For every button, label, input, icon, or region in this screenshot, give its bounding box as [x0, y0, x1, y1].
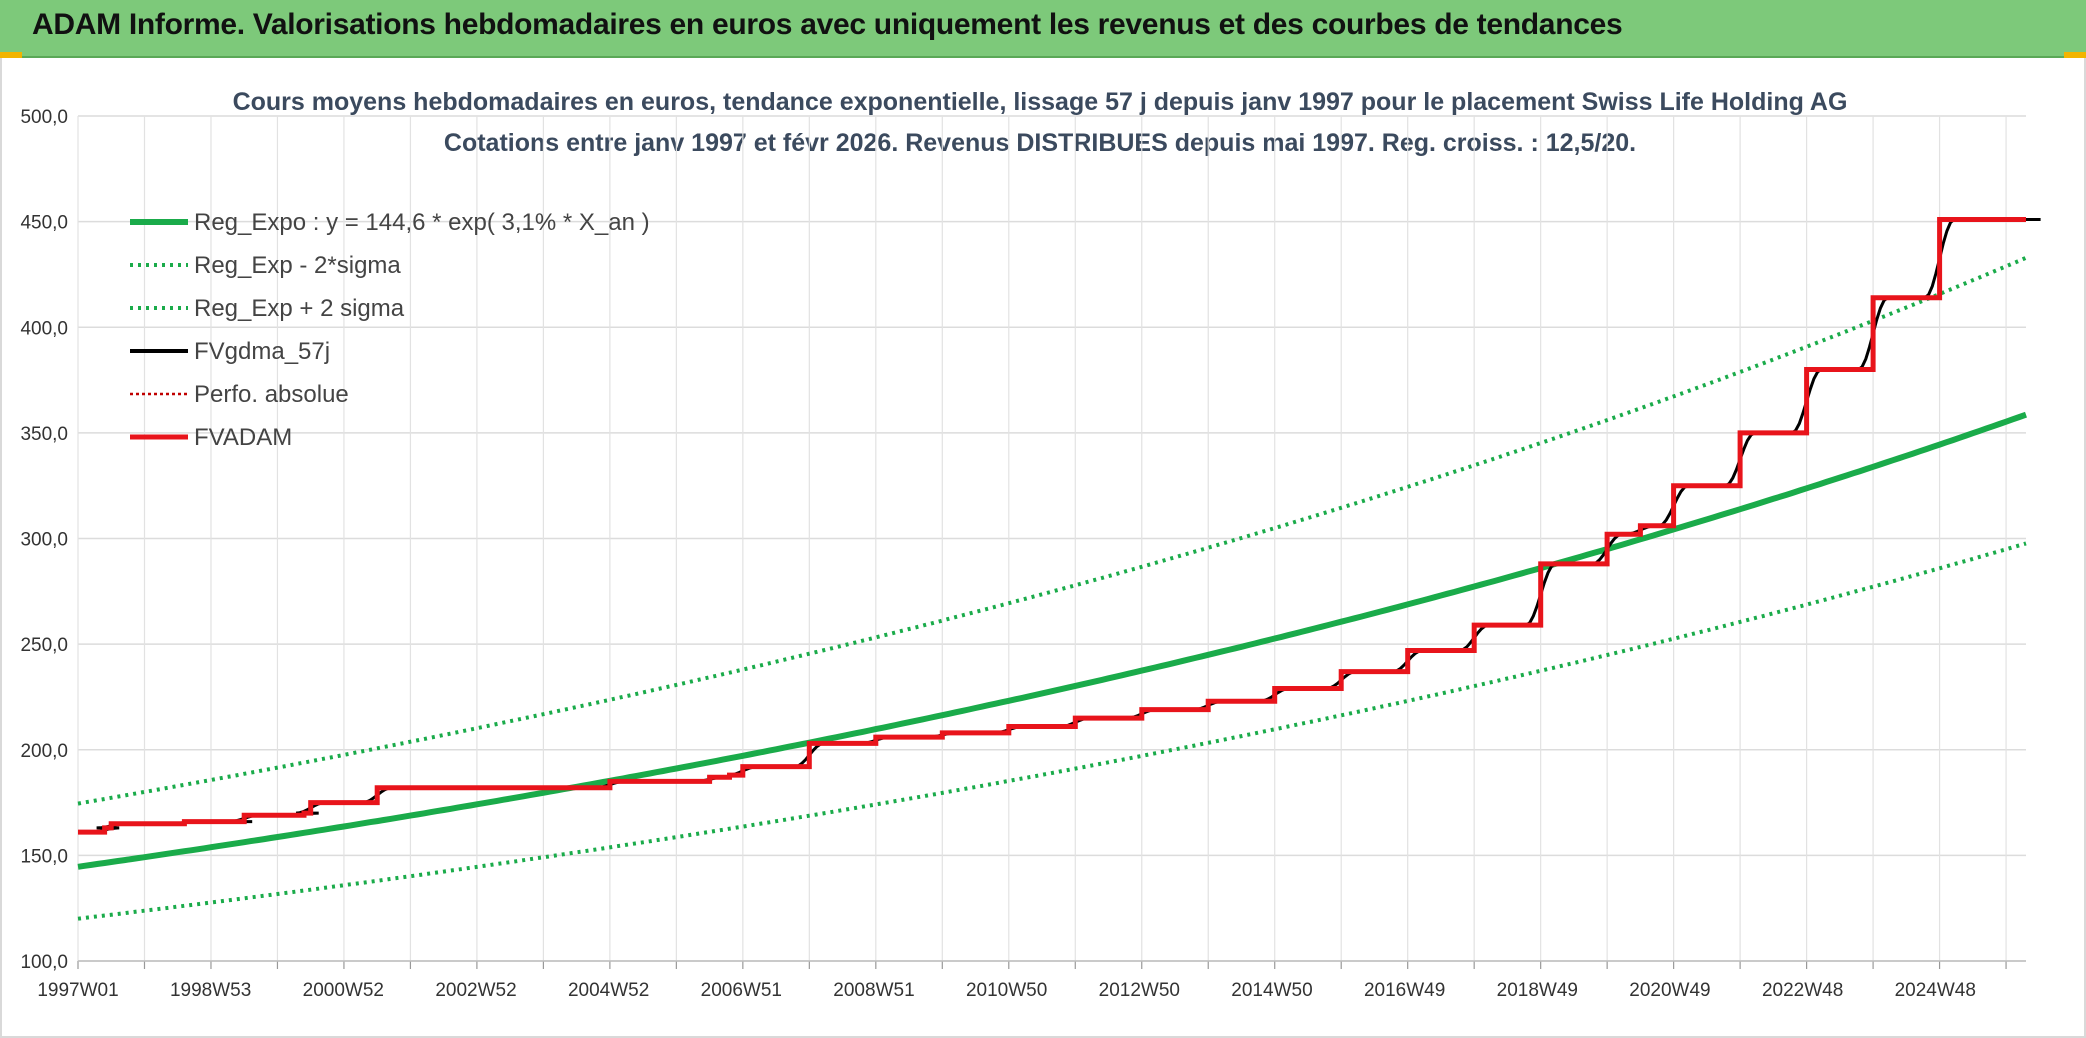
y-tick-label: 100,0 — [20, 952, 68, 973]
legend-entry-label: FVgdma_57j — [194, 338, 330, 365]
legend-entry-label: Reg_Exp - 2*sigma — [194, 252, 401, 279]
y-tick-label: 300,0 — [20, 530, 68, 551]
x-tick-label: 1998W53 — [170, 980, 251, 1001]
chart-title: Cours moyens hebdomadaires en euros, ten… — [233, 88, 1848, 116]
y-tick-label: 200,0 — [20, 741, 68, 762]
legend-entry-label: Reg_Exp + 2 sigma — [194, 295, 405, 322]
x-tick-label: 2002W52 — [435, 980, 516, 1001]
y-tick-label: 400,0 — [20, 318, 68, 339]
corner-accent-right — [2064, 52, 2086, 58]
x-tick-label: 2022W48 — [1762, 980, 1843, 1001]
legend: Reg_Expo : y = 144,6 * exp( 3,1% * X_an … — [130, 209, 650, 451]
y-tick-label: 350,0 — [20, 424, 68, 445]
x-tick-label: 2008W51 — [833, 980, 914, 1001]
x-tick-label: 2020W49 — [1629, 980, 1710, 1001]
x-tick-label: 2010W50 — [966, 980, 1047, 1001]
series-reg-exp-plus-2sigma — [77, 255, 2027, 806]
x-tick-label: 2014W50 — [1231, 980, 1312, 1001]
y-tick-label: 250,0 — [20, 635, 68, 656]
y-tick-label: 450,0 — [20, 213, 68, 234]
x-tick-label: 2004W52 — [568, 980, 649, 1001]
x-tick-label: 2012W50 — [1099, 980, 1180, 1001]
x-tick-label: 1997W01 — [37, 980, 118, 1001]
series-group — [77, 217, 2041, 921]
y-tick-label: 150,0 — [20, 846, 68, 867]
report-title: ADAM Informe. Valorisations hebdomadaire… — [32, 8, 1623, 41]
chart-subtitle: Cotations entre janv 1997 et févr 2026. … — [444, 129, 1636, 157]
corner-accent-left — [0, 52, 22, 58]
y-tick-label: 500,0 — [20, 107, 68, 128]
report-header: ADAM Informe. Valorisations hebdomadaire… — [0, 0, 2086, 58]
axes: 100,0 150,0 200,0 250,0 300,0 350,0 400,0 450,0… — [20, 107, 2026, 1001]
x-tick-label: 2024W48 — [1895, 980, 1976, 1001]
x-tick-label: 2000W52 — [303, 980, 384, 1001]
grid-lines — [77, 115, 2026, 962]
legend-entry-label: Perfo. absolue — [194, 381, 349, 408]
legend-entry-label: Reg_Expo : y = 144,6 * exp( 3,1% * X_an … — [194, 209, 650, 236]
series-fvadam — [78, 217, 2026, 835]
series-reg-expo — [77, 411, 2027, 870]
legend-entry-label: FVADAM — [194, 424, 292, 451]
series-reg-exp-minus-2sigma — [77, 541, 2027, 921]
x-tick-label: 2006W51 — [701, 980, 782, 1001]
x-tick-label: 2018W49 — [1497, 980, 1578, 1001]
x-tick-label: 2016W49 — [1364, 980, 1445, 1001]
